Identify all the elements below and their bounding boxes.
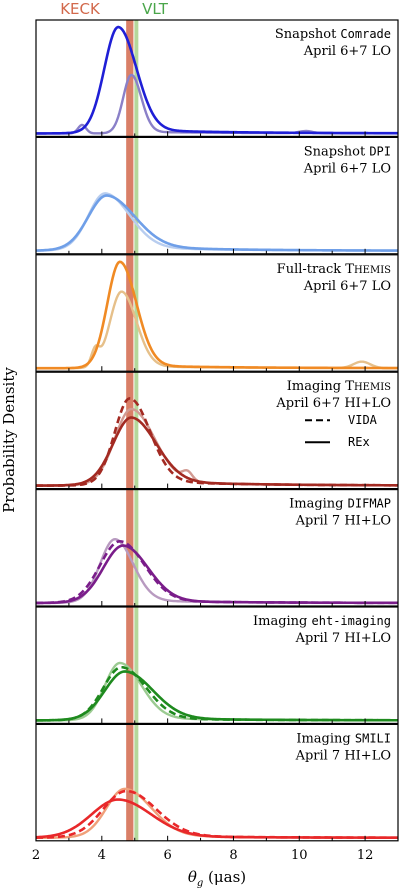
panel-title: Imaging DIFMAP [289, 497, 391, 512]
panel-title: Imaging THEMIS [287, 379, 391, 394]
panel-title-text: Imaging [296, 731, 355, 746]
x-axis-label: θg (μas) [188, 868, 246, 889]
x-tick-label: 2 [32, 848, 40, 863]
panel-frame [35, 254, 399, 372]
panel-subtitle: April 7 HI+LO [295, 631, 391, 646]
faint-curve [36, 787, 398, 839]
vlt-band [134, 724, 139, 841]
panel-2: Snapshot DPI April 6+7 LO [35, 136, 399, 255]
solid-curve [35, 544, 398, 605]
panel-subtitle: April 7 HI+LO [295, 748, 391, 763]
panel-title-smallcaps: T [345, 262, 354, 277]
panel-1: Snapshot Comrade April 6+7 LO [35, 19, 399, 138]
panel-title-text: Imaging [253, 614, 312, 629]
vlt-band [134, 489, 139, 606]
panel-5: Imaging DIFMAP April 7 HI+LO [35, 489, 399, 607]
panel-frame [35, 723, 399, 842]
x-tick-label: 4 [98, 848, 106, 863]
x-axis: 2 4 6 8 10 12 [32, 848, 374, 863]
faint-curve [35, 192, 398, 252]
panel-title-smallcaps: T [345, 379, 354, 394]
panel-title-smallcaps-rest: HEMIS [354, 265, 391, 276]
panel-frame [35, 489, 399, 607]
x-tick-label: 10 [291, 848, 308, 863]
panel-7: Imaging SMILI April 7 HI+LO [35, 723, 399, 842]
panel-frame [35, 19, 399, 138]
solid-curve [35, 194, 399, 252]
panel-title-code: Comrade [340, 27, 391, 41]
y-axis-label: Probability Density [0, 367, 18, 513]
dashed-curve [35, 539, 398, 605]
panel-title-code: DIFMAP [348, 497, 391, 511]
solid-curve [36, 260, 398, 370]
solid-curve [36, 416, 399, 487]
vlt-band [134, 372, 139, 489]
panel-title: Full-track THEMIS [277, 262, 391, 277]
panel-frame [35, 136, 399, 255]
solid-curve [36, 25, 399, 135]
panel-title: Imaging eht-imaging [253, 614, 391, 629]
panel-title-smallcaps-rest: HEMIS [354, 382, 391, 393]
x-axis-subscript: g [197, 878, 203, 889]
panel-title: Snapshot Comrade [275, 27, 391, 42]
vlt-band [134, 20, 139, 137]
x-tick-label: 6 [163, 848, 171, 863]
panel-title-text: Snapshot [304, 144, 370, 159]
x-tick-label: 8 [229, 848, 237, 863]
panel-subtitle: April 6+7 HI+LO [275, 396, 391, 411]
keck-label: KECK [60, 0, 101, 18]
panel-title-text: Imaging [289, 497, 348, 512]
faint-curve [36, 407, 398, 487]
x-axis-theta: θ [188, 868, 197, 886]
vlt-band [134, 137, 139, 254]
panel-subtitle: April 6+7 LO [303, 44, 391, 59]
panel-title-code: SMILI [355, 731, 391, 745]
keck-band [126, 137, 134, 254]
vlt-label: VLT [142, 0, 169, 18]
faint-curve [36, 537, 398, 605]
panel-title: Snapshot DPI [304, 144, 391, 159]
panel-frame [35, 371, 399, 490]
panel-4: Imaging THEMIS April 6+7 HI+LO VIDA REx [35, 371, 399, 490]
keck-band [126, 372, 134, 489]
panel-3: Full-track THEMIS April 6+7 LO [35, 254, 399, 372]
panel-frame [35, 606, 399, 725]
legend-label-rex: REx [348, 435, 370, 449]
panel-title-text: Snapshot [275, 27, 341, 42]
faint-curve [36, 73, 398, 135]
panel-6: Imaging eht-imaging April 7 HI+LO [35, 606, 399, 725]
keck-band [126, 724, 134, 841]
panel-title-code: DPI [369, 144, 391, 158]
panel-subtitle: April 6+7 LO [303, 161, 391, 176]
panel-title-code: eht-imaging [312, 614, 391, 628]
x-axis-unit: (μas) [203, 868, 246, 886]
keck-band [126, 607, 134, 724]
keck-band [126, 254, 134, 372]
panel-subtitle: April 6+7 LO [303, 279, 391, 294]
panel-title: Imaging SMILI [296, 731, 391, 746]
vlt-band [134, 607, 139, 724]
solid-curve [35, 798, 398, 839]
dashed-curve [36, 397, 399, 487]
panel-title-text: Full-track [277, 262, 346, 277]
x-tick-label: 12 [357, 848, 374, 863]
panel-subtitle: April 7 HI+LO [295, 514, 391, 529]
vlt-band [134, 254, 139, 372]
faint-curve [36, 661, 398, 722]
legend-label-vida: VIDA [348, 413, 378, 427]
panel-title-text: Imaging [287, 379, 346, 394]
faint-curve [36, 290, 399, 370]
solid-curve [36, 670, 398, 722]
